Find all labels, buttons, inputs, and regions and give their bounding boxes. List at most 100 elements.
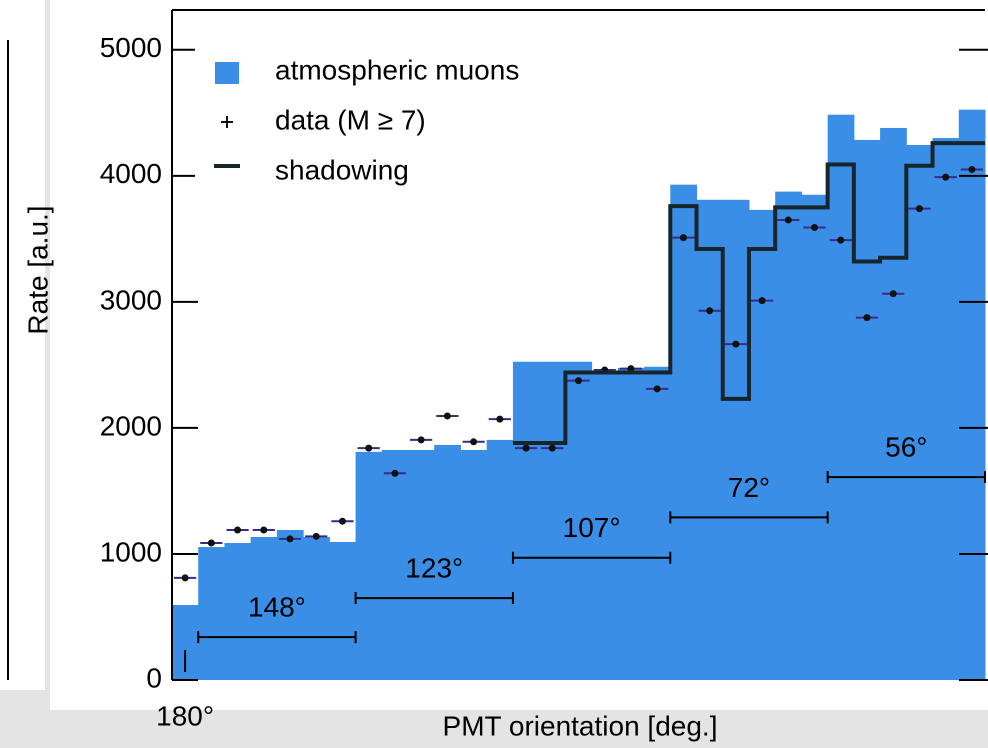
histogram-bar: [565, 361, 593, 680]
data-point: [514, 444, 538, 452]
histogram-bar: [539, 361, 566, 680]
angle-label: 107°: [563, 512, 621, 543]
y-tick-label: 0: [146, 662, 162, 693]
y-tick-label: 2000: [100, 410, 162, 441]
data-point-dot: [627, 365, 635, 373]
shadowing-line: [512, 141, 985, 446]
legend-label: data (M ≥ 7): [275, 104, 426, 135]
data-point-dot: [942, 173, 950, 181]
histogram-bar: [276, 530, 304, 680]
data-point-dot: [758, 297, 766, 305]
data-point: [462, 438, 485, 446]
data-point-dot: [784, 216, 792, 224]
histogram-bar: [748, 209, 776, 680]
data-point: [331, 517, 354, 525]
data-point-dot: [915, 205, 923, 213]
data-point-dot: [889, 290, 897, 298]
histogram-bar: [696, 199, 724, 681]
legend-swatch: [215, 62, 239, 84]
angle-label: 180°: [156, 700, 214, 731]
histogram-bar: [906, 144, 934, 680]
histogram-bar: [224, 542, 252, 680]
data-point: [488, 415, 511, 423]
data-point-dot: [968, 166, 976, 174]
data-point: [252, 526, 275, 534]
histogram-bar: [408, 449, 435, 680]
histogram-bar: [853, 139, 881, 681]
legend-label: atmospheric muons: [275, 54, 519, 85]
legend-box: [195, 44, 493, 206]
data-point: [305, 532, 328, 540]
histogram-bar: [801, 194, 829, 681]
data-point-dot: [575, 377, 582, 385]
histogram-bar: [486, 439, 514, 680]
data-point-dot: [522, 444, 530, 452]
data-point-dot: [234, 526, 242, 534]
histogram-bar: [355, 451, 383, 680]
histogram-bar: [775, 191, 802, 681]
data-point-dot: [548, 444, 556, 452]
side-panel: [0, 0, 45, 690]
legend: atmospheric muons data (M ≥ 7) shadowing: [195, 44, 519, 206]
data-point-dot: [470, 438, 478, 446]
data-point-dot: [811, 224, 819, 232]
data-point: [934, 173, 957, 181]
data-point: [803, 224, 826, 232]
histogram-bar: [250, 536, 278, 680]
data-point: [777, 216, 800, 224]
data-point: [226, 526, 249, 534]
data-point: [567, 377, 590, 385]
histogram-bar: [512, 361, 540, 680]
histogram-bar: [670, 184, 698, 680]
data-point: [278, 535, 302, 543]
data-point: [882, 290, 905, 298]
data-point-dot: [181, 574, 189, 582]
data-point: [698, 307, 721, 315]
data-point-dot: [312, 532, 320, 540]
data-point-dot: [207, 539, 215, 547]
data-point: [855, 314, 879, 322]
data-point: [541, 444, 564, 452]
data-point: [750, 297, 774, 305]
data-point-dot: [417, 436, 425, 444]
y-tick-label: 5000: [100, 32, 162, 63]
histogram-bar: [958, 109, 986, 680]
y-axis-label: Rate [a.u.]: [22, 205, 53, 334]
histogram-bar: [880, 127, 907, 681]
histogram-bar: [198, 547, 225, 680]
data-point-dot: [443, 412, 451, 420]
data-point-dot: [260, 526, 268, 534]
angle-label: 148°: [248, 592, 306, 623]
data-point-dot: [496, 415, 504, 423]
data-point: [436, 412, 459, 420]
y-tick-label: 1000: [100, 536, 162, 567]
histogram-bar: [591, 371, 619, 680]
histogram-bar: [644, 366, 671, 680]
data-point: [672, 234, 695, 242]
angle-label: 123°: [405, 552, 463, 583]
data-point: [200, 539, 223, 547]
histogram-bar: [303, 536, 330, 680]
data-point: [619, 365, 643, 373]
histogram-bar: [722, 199, 750, 681]
angle-label: 56°: [885, 431, 927, 462]
data-point-dot: [706, 307, 714, 315]
data-point: [724, 340, 747, 348]
histogram-bar: [617, 368, 645, 680]
data-point-dot: [286, 535, 294, 543]
x-axis-label: PMT orientation [deg.]: [443, 710, 718, 741]
data-point-dot: [338, 517, 346, 525]
histogram-bar: [381, 449, 409, 680]
histogram-bar: [460, 449, 488, 680]
data-point-dot: [391, 469, 399, 477]
data-point: [410, 436, 433, 444]
data-point-dot: [863, 314, 871, 322]
data-point: [646, 385, 669, 393]
histogram-bar: [434, 444, 461, 680]
data-point-dot: [837, 236, 845, 244]
data-point: [174, 574, 197, 582]
histogram-bar: [932, 138, 960, 681]
data-point-dot: [653, 385, 661, 393]
data-point-dot: [365, 444, 373, 452]
legend-label: shadowing: [275, 154, 409, 185]
